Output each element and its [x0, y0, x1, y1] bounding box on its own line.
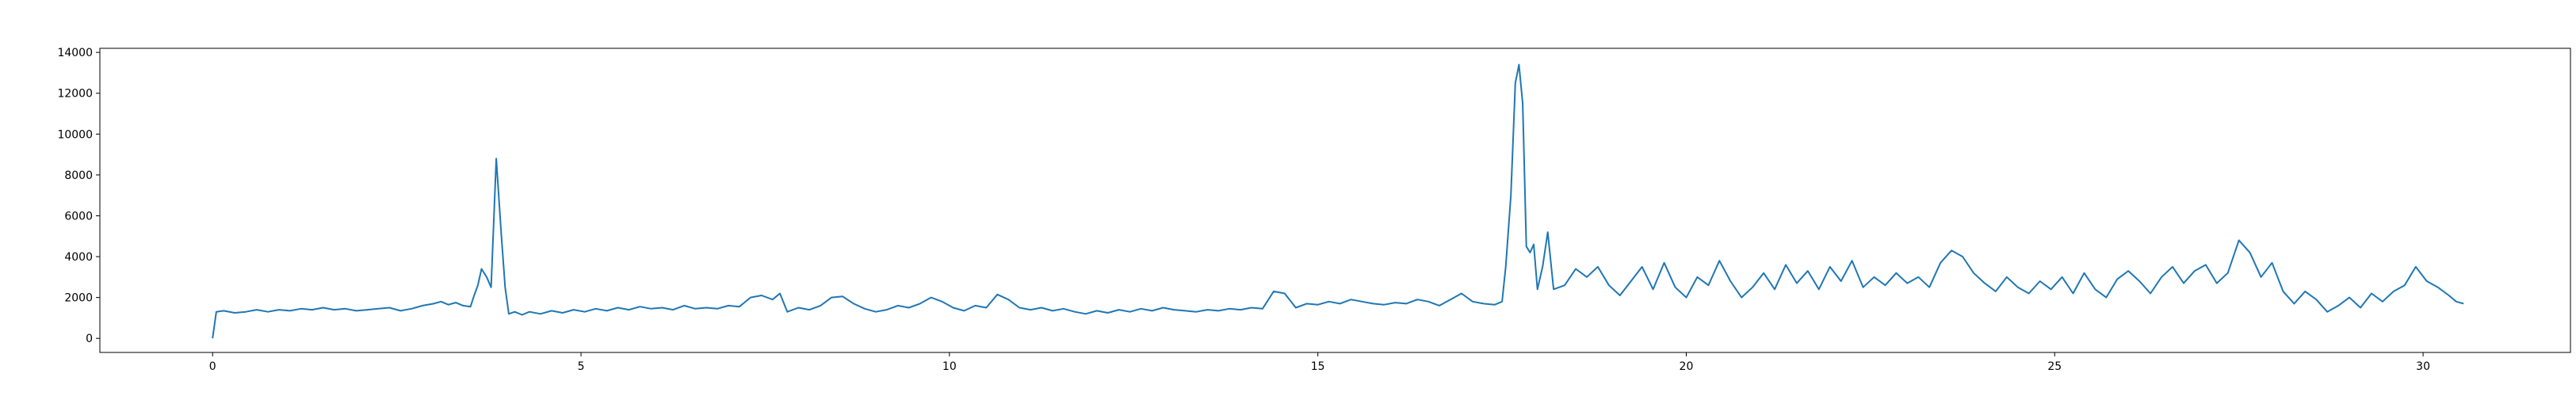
x-tick-label: 5: [578, 360, 585, 373]
x-tick-label: 10: [942, 360, 957, 373]
series-layer: [212, 63, 2464, 339]
x-tick-label: 0: [209, 360, 216, 373]
y-tick-label: 10000: [57, 128, 93, 141]
y-axis-ticks: 0 2000 4000 6000 8000 10000 12000 14000: [57, 47, 100, 345]
y-tick-label: 8000: [64, 169, 93, 182]
y-tick-label: 12000: [57, 88, 93, 101]
y-tick-label: 14000: [57, 47, 93, 59]
y-tick-label: 2000: [64, 292, 93, 305]
x-tick-label: 25: [2047, 360, 2062, 373]
x-tick-label: 30: [2416, 360, 2430, 373]
x-tick-label: 20: [1680, 360, 1694, 373]
y-tick-label: 0: [86, 333, 93, 345]
y-tick-label: 4000: [64, 251, 93, 264]
x-axis-ticks: 0 5 10 15 20 25 30: [209, 352, 2430, 373]
series-line: [212, 63, 2464, 339]
plot-area: [99, 48, 2571, 353]
x-tick-label: 15: [1311, 360, 1325, 373]
y-tick-label: 6000: [64, 210, 93, 223]
